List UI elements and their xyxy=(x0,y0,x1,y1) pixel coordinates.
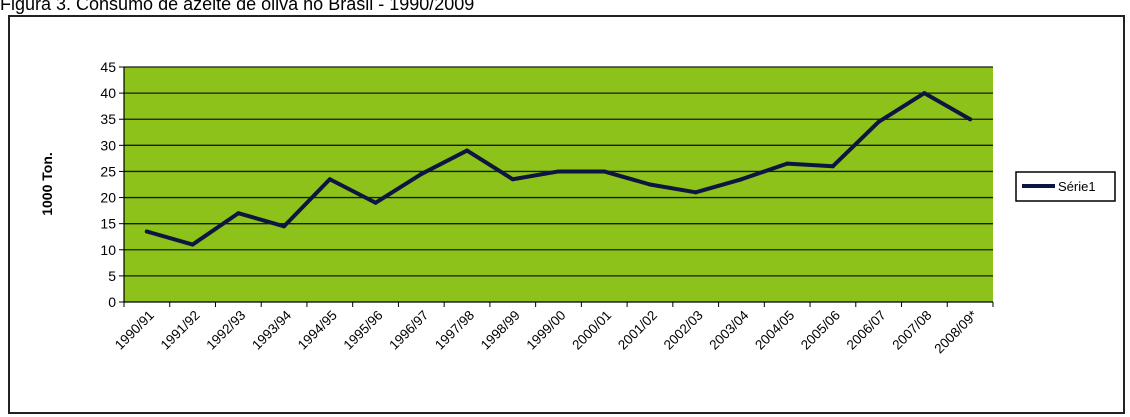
y-tick-label: 35 xyxy=(100,111,116,127)
x-tick-label: 1996/97 xyxy=(386,308,431,353)
data-point xyxy=(647,182,652,187)
data-point xyxy=(693,190,698,195)
y-tick-label: 30 xyxy=(100,137,116,153)
x-tick-label: 2002/03 xyxy=(661,308,706,353)
data-point xyxy=(968,117,973,122)
legend-box xyxy=(1015,171,1116,202)
y-tick-label: 20 xyxy=(100,190,116,206)
data-point xyxy=(419,172,424,177)
y-tick-label: 40 xyxy=(100,85,116,101)
data-point xyxy=(465,148,470,153)
y-tick-label: 45 xyxy=(100,59,116,75)
x-tick-label: 1997/98 xyxy=(432,308,477,353)
y-tick-label: 0 xyxy=(108,294,116,310)
y-tick-label: 5 xyxy=(108,268,116,284)
legend: Série1 xyxy=(1015,171,1116,202)
x-tick-label: 2001/02 xyxy=(615,308,660,353)
x-tick-label: 1990/91 xyxy=(112,308,157,353)
x-tick-label: 1999/00 xyxy=(523,308,568,353)
x-tick-label: 2006/07 xyxy=(844,308,889,353)
x-tick-label: 2003/04 xyxy=(706,307,751,352)
series-group xyxy=(144,91,973,247)
data-point xyxy=(236,211,241,216)
x-tick-label: 2004/05 xyxy=(752,308,797,353)
data-point xyxy=(830,164,835,169)
data-point xyxy=(739,177,744,182)
y-tick-label: 10 xyxy=(100,242,116,258)
data-point xyxy=(785,161,790,166)
x-tick-label: 1993/94 xyxy=(249,307,294,352)
x-tick-label: 1991/92 xyxy=(158,308,203,353)
data-point xyxy=(144,229,149,234)
gridlines xyxy=(124,66,993,277)
y-tick-label: 15 xyxy=(100,216,116,232)
x-tick-label: 2008/09* xyxy=(931,307,980,356)
data-point xyxy=(373,200,378,205)
y-axis: 0 5 10 15 20 25 30 35 40 45 xyxy=(100,59,125,310)
data-point xyxy=(190,242,195,247)
x-tick-label: 1994/95 xyxy=(295,308,340,353)
x-tick-label: 2000/01 xyxy=(569,308,614,353)
x-axis: 1990/91 1991/92 1992/93 1993/94 1994/95 1995/… xyxy=(112,301,994,356)
data-point xyxy=(327,177,332,182)
x-tick-label: 1995/96 xyxy=(341,308,386,353)
x-tick-label: 1992/93 xyxy=(203,308,248,353)
figure-caption: Figura 3. Consumo de azeite de oliva no … xyxy=(0,0,475,14)
data-point xyxy=(876,119,881,124)
data-point xyxy=(602,169,607,174)
y-axis-label: 1000 Ton. xyxy=(39,152,55,216)
legend-label-serie1: Série1 xyxy=(1058,179,1096,194)
x-tick-label: 1998/99 xyxy=(478,308,523,353)
data-point xyxy=(282,224,287,229)
y-tick-label: 25 xyxy=(100,163,116,179)
data-point xyxy=(556,169,561,174)
data-point xyxy=(922,91,927,96)
data-point xyxy=(510,177,515,182)
plot-area xyxy=(124,67,993,302)
x-tick-label: 2007/08 xyxy=(889,308,934,353)
x-tick-label: 2005/06 xyxy=(798,308,843,353)
